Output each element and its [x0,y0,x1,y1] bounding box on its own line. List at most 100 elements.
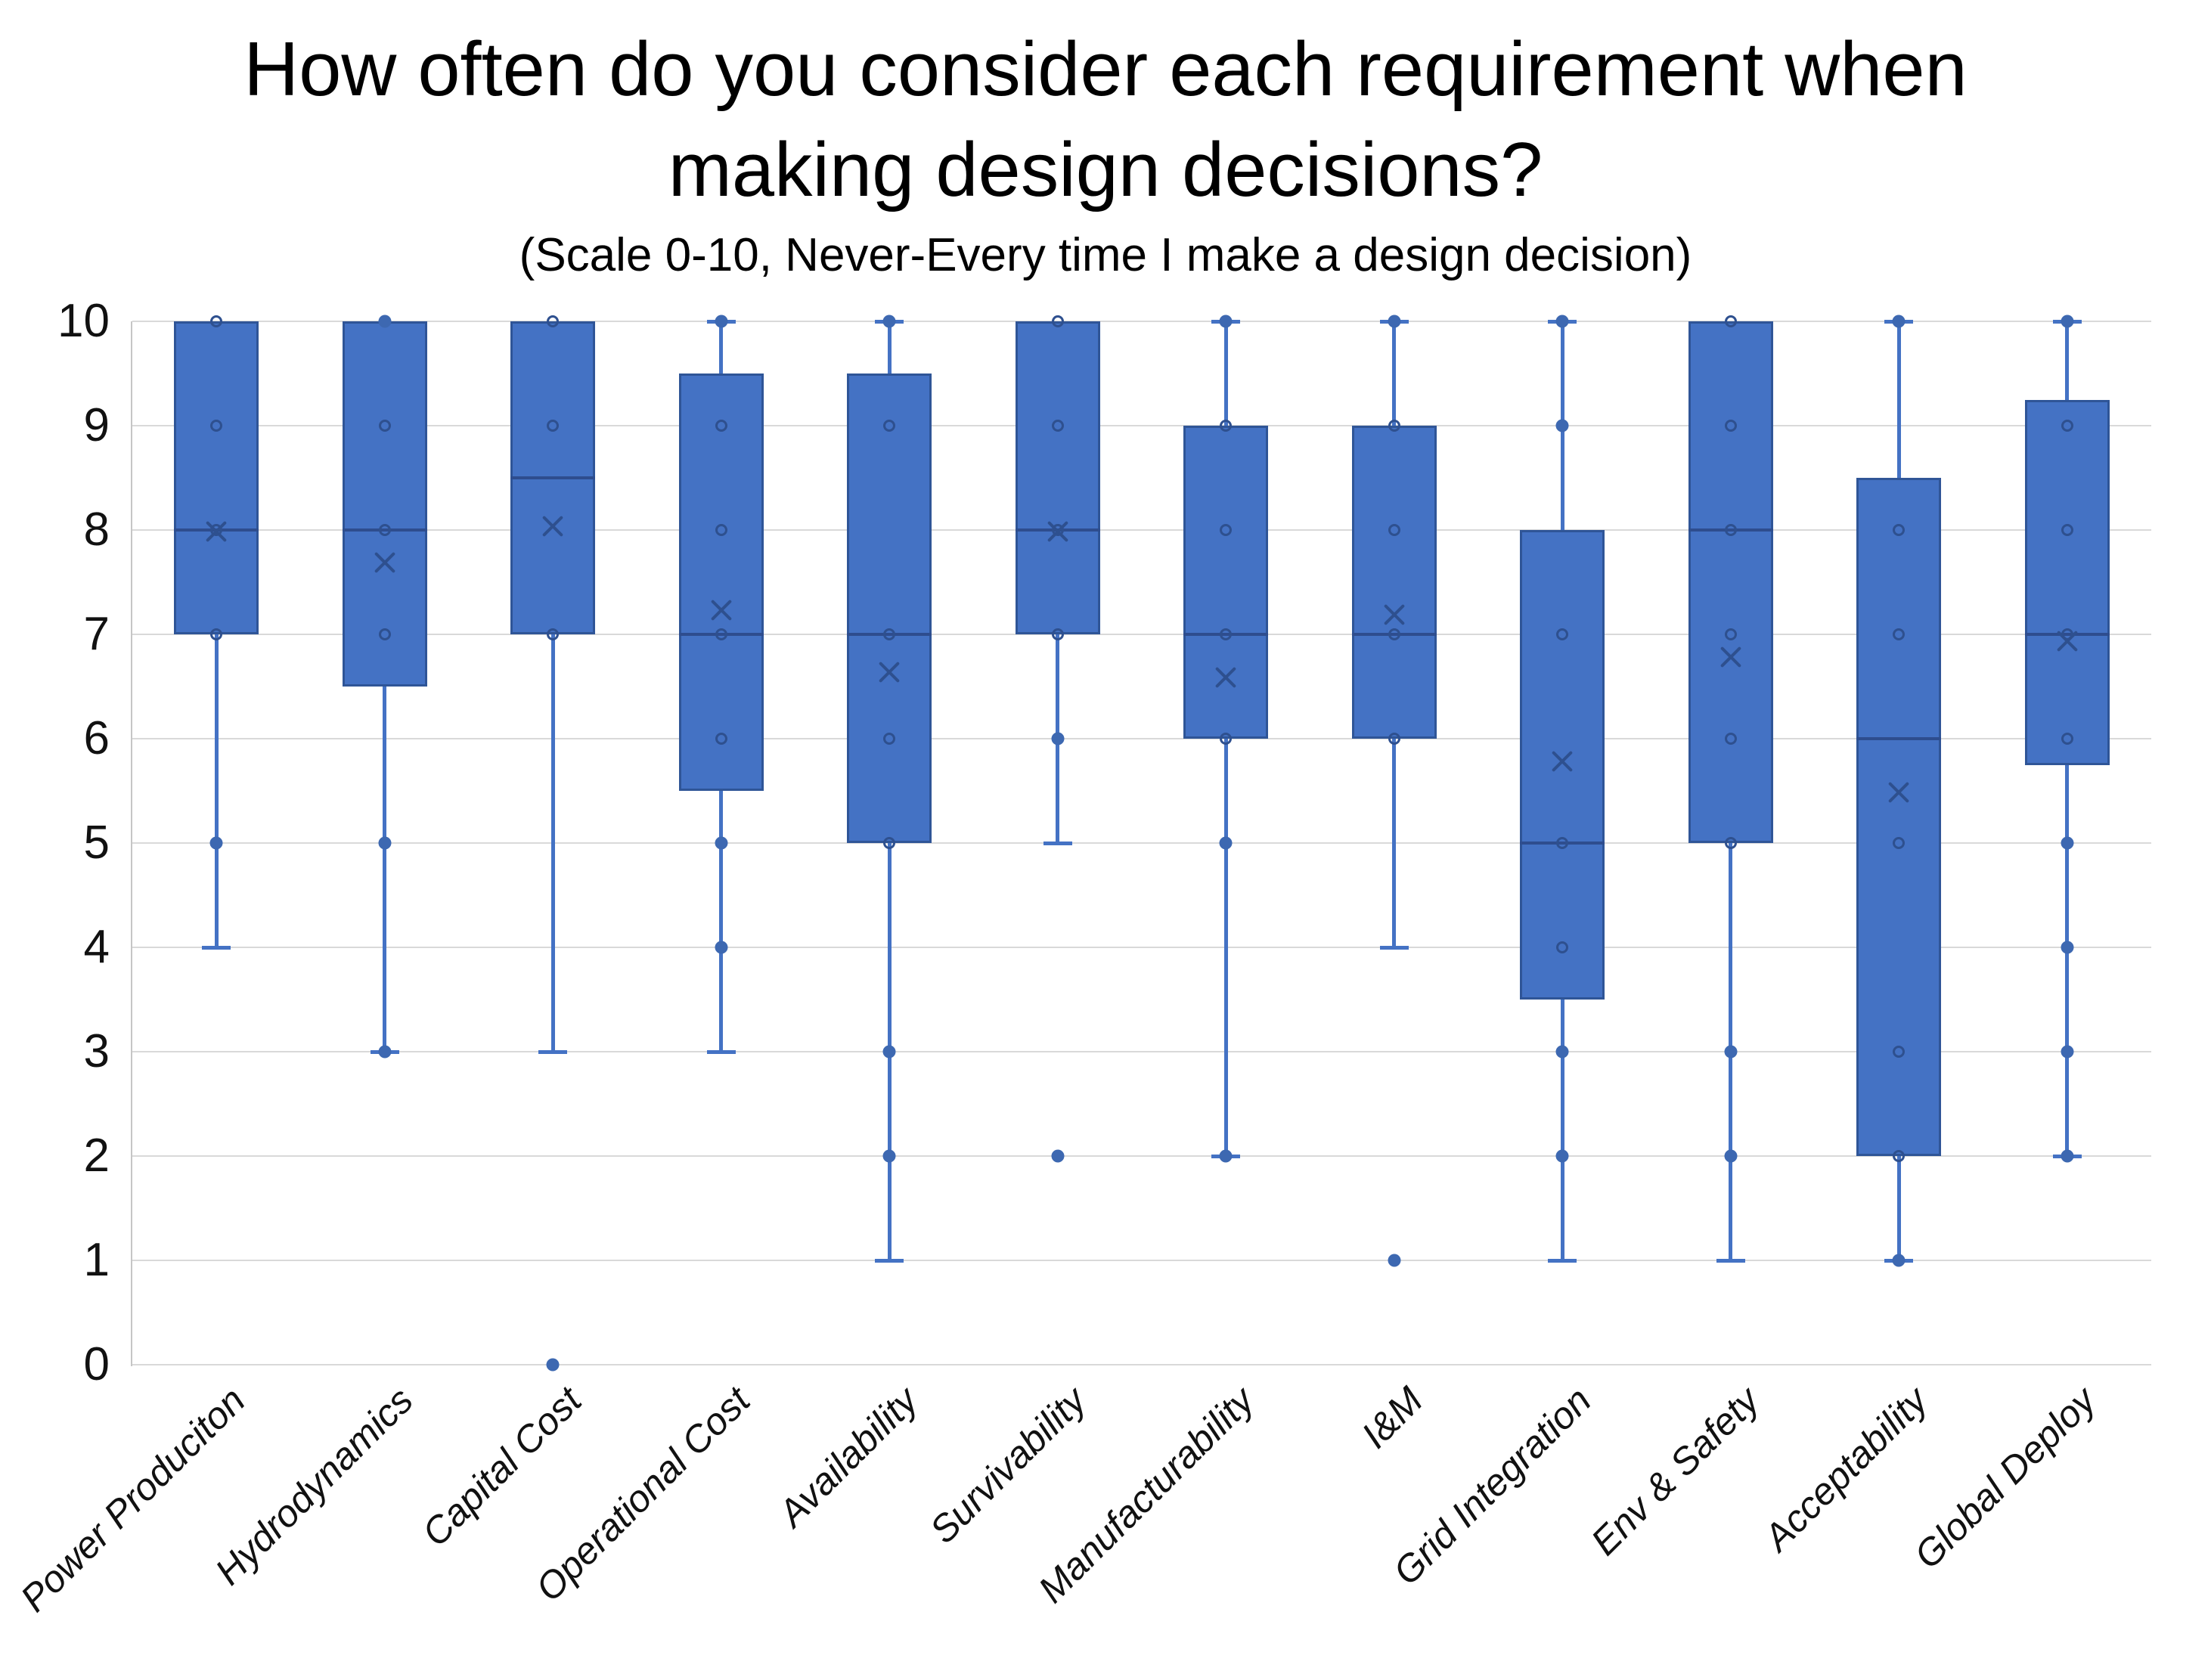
box-survivability [1015,321,1100,634]
data-point-circle-env-safety-6 [1724,733,1737,745]
data-point-dot-operational-cost-5 [715,836,728,850]
data-point-circle-acceptability-8 [1893,524,1906,536]
data-point-circle-hydrodynamics-9 [378,420,391,432]
data-point-circle-env-safety-9 [1724,420,1737,432]
upper-whisker-i-m [1392,321,1397,426]
data-point-dot-operational-cost-10 [715,315,728,328]
box-global-deploy [2024,399,2110,765]
data-point-dot-manufacturability-5 [1219,836,1233,850]
data-point-dot-availability-10 [882,315,896,328]
gridline-2 [132,1155,2151,1157]
data-point-circle-manufacturability-6 [1220,733,1233,745]
y-tick-label-9: 9 [83,399,110,451]
mean-marker-manufacturability [1212,662,1239,690]
upper-whisker-availability [887,321,892,374]
x-axis-label-acceptability: Acceptability [1755,1378,1936,1559]
y-tick-label-7: 7 [83,608,110,660]
lower-whisker-cap-grid-integration [1548,1258,1577,1263]
lower-whisker-cap-capital-cost [538,1049,568,1054]
gridline-5 [132,842,2151,844]
data-point-dot-env-safety-2 [1724,1149,1738,1163]
box-i-m [1351,426,1437,739]
lower-whisker-cap-operational-cost [706,1049,736,1054]
gridline-7 [132,634,2151,635]
data-point-circle-i-m-7 [1388,628,1400,640]
gridline-3 [132,1051,2151,1052]
data-point-circle-grid-integration-5 [1556,837,1569,849]
data-point-dot-grid-integration-9 [1555,419,1569,432]
data-point-dot-i-m-10 [1388,315,1401,328]
mean-marker-availability [876,657,903,684]
data-point-circle-acceptability-3 [1893,1046,1906,1058]
data-point-circle-availability-5 [883,837,896,849]
y-tick-label-4: 4 [83,921,110,973]
data-point-dot-hydrodynamics-10 [378,315,392,328]
data-point-circle-capital-cost-10 [547,315,560,327]
mean-marker-acceptability [1885,777,1912,804]
mean-marker-survivability [1044,516,1071,544]
lower-whisker-cap-env-safety [1716,1258,1745,1263]
x-axis-label-i-m: I&M [1353,1378,1431,1457]
data-point-circle-hydrodynamics-8 [378,524,391,536]
data-point-dot-acceptability-10 [1892,315,1906,328]
y-tick-label-10: 10 [57,295,110,347]
data-point-dot-grid-integration-3 [1555,1045,1569,1059]
lower-whisker-i-m [1392,739,1397,947]
chart-title-line1: How often do you consider each requireme… [243,27,1968,112]
data-point-circle-env-safety-5 [1724,837,1737,849]
y-axis-line [131,321,132,1366]
lower-whisker-manufacturability [1223,739,1228,1156]
gridline-8 [132,529,2151,531]
data-point-dot-hydrodynamics-3 [378,1045,392,1059]
data-point-circle-operational-cost-8 [715,524,727,536]
upper-whisker-acceptability [1896,321,1901,478]
data-point-dot-global-deploy-5 [2061,836,2074,850]
gridline-4 [132,947,2151,948]
data-point-circle-acceptability-7 [1893,628,1906,640]
data-point-circle-power-produciton-7 [210,628,223,640]
data-point-circle-acceptability-2 [1893,1150,1906,1162]
data-point-circle-operational-cost-9 [715,420,727,432]
data-point-circle-manufacturability-8 [1220,524,1233,536]
data-point-circle-power-produciton-10 [210,315,223,327]
box-availability [847,374,932,843]
data-point-circle-operational-cost-7 [715,628,727,640]
mean-marker-grid-integration [1549,746,1576,773]
data-point-circle-availability-9 [883,420,896,432]
data-point-dot-availability-3 [882,1045,896,1059]
data-point-circle-manufacturability-7 [1220,628,1233,640]
data-point-dot-global-deploy-10 [2061,315,2074,328]
mean-marker-global-deploy [2054,626,2081,653]
data-point-circle-power-produciton-9 [210,420,223,432]
data-point-dot-env-safety-3 [1724,1045,1738,1059]
box-manufacturability [1183,426,1269,739]
data-point-dot-grid-integration-2 [1555,1149,1569,1163]
gridline-9 [132,425,2151,426]
lower-whisker-global-deploy [2065,764,2070,1156]
y-tick-label-0: 0 [83,1338,110,1390]
chart-subtitle: (Scale 0-10, Never-Every time I make a d… [519,228,1692,281]
data-point-dot-capital-cost-0 [546,1358,560,1372]
lower-whisker-cap-power-produciton [202,945,231,950]
upper-whisker-global-deploy [2065,321,2070,400]
data-point-circle-env-safety-10 [1724,315,1737,327]
data-point-circle-i-m-8 [1388,524,1400,536]
lower-whisker-operational-cost [719,791,724,1052]
data-point-circle-manufacturability-9 [1220,420,1233,432]
data-point-circle-operational-cost-6 [715,733,727,745]
data-point-circle-env-safety-8 [1724,524,1737,536]
mean-marker-operational-cost [708,595,735,622]
y-tick-label-5: 5 [83,817,110,869]
mean-marker-power-produciton [203,516,230,544]
data-point-dot-survivability-2 [1051,1149,1065,1163]
data-point-dot-global-deploy-2 [2061,1149,2074,1163]
gridline-10 [132,321,2151,322]
data-point-circle-global-deploy-8 [2061,524,2073,536]
gridline-6 [132,738,2151,739]
lower-whisker-hydrodynamics [383,687,387,1052]
lower-whisker-acceptability [1896,1156,1901,1260]
data-point-circle-env-safety-7 [1724,628,1737,640]
data-point-circle-global-deploy-9 [2061,420,2073,432]
gridline-1 [132,1260,2151,1261]
